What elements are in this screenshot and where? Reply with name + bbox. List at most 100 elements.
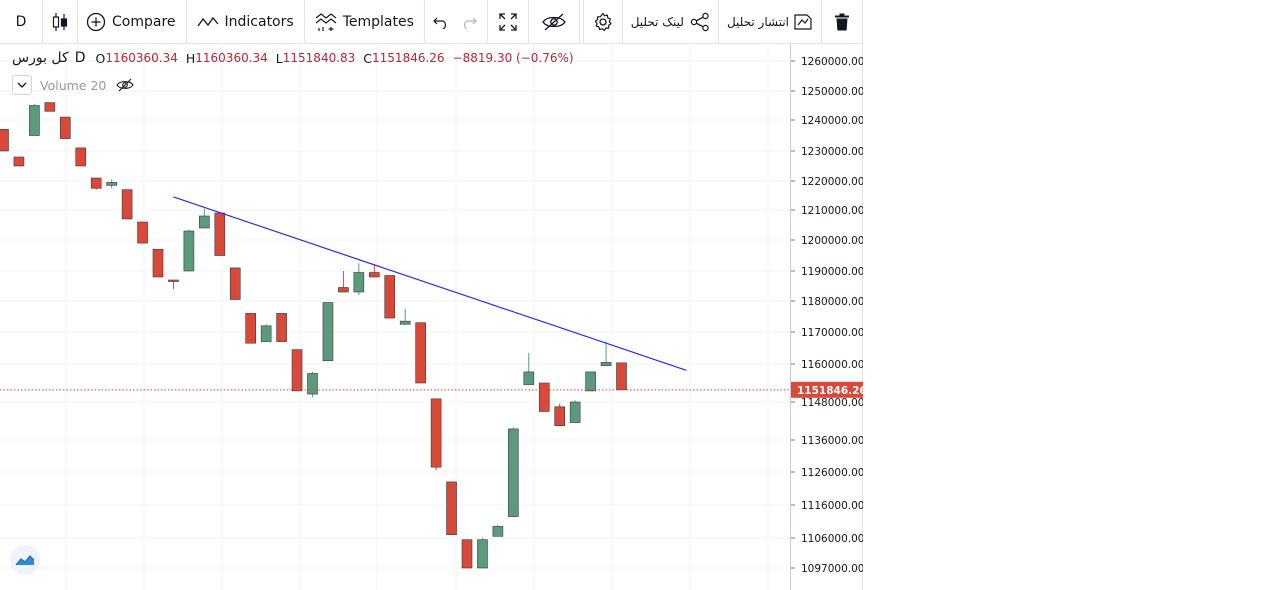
chevron-down-icon [17, 82, 27, 88]
axis-tick-label: 1190000.00 [801, 266, 863, 278]
logo-icon [15, 555, 35, 566]
divider [185, 0, 187, 43]
axis-tick-label: 1160000.00 [801, 359, 863, 371]
interval-button[interactable]: D [0, 0, 42, 43]
divider [303, 0, 305, 43]
candle-body [399, 320, 411, 325]
chart-widget: D Compare Indicators Templates [0, 0, 863, 590]
candle-body [137, 221, 148, 244]
candle-body [585, 371, 596, 392]
candle-body [523, 371, 535, 385]
collapse-legend-button[interactable] [12, 75, 32, 95]
candle-body [29, 105, 40, 136]
redo-button[interactable] [455, 0, 487, 43]
plus-circle-icon [86, 12, 106, 31]
eye-crossed-icon [116, 78, 135, 92]
chart-style-button[interactable] [43, 0, 77, 43]
candle-body [276, 313, 287, 342]
divider [578, 0, 580, 43]
compare-label: Compare [112, 13, 176, 30]
axis-tick-label: 1220000.00 [801, 176, 863, 188]
candle-body [291, 349, 303, 392]
candle-body [538, 382, 550, 412]
candle-body [168, 279, 179, 282]
divider [621, 0, 623, 43]
candle-body [307, 373, 318, 395]
candle-body [600, 362, 612, 366]
high-value: 1160360.34 [195, 51, 268, 65]
publish-button[interactable]: انتشار تحلیل [719, 0, 821, 43]
candle-body [183, 230, 195, 272]
axis-tick-label: 1106000.00 [801, 533, 863, 545]
candle-body [338, 287, 349, 293]
publish-icon [794, 13, 812, 30]
eye-crossed-icon [542, 13, 566, 30]
low-value: 1151840.83 [282, 51, 356, 65]
trash-icon [835, 13, 849, 30]
candle-body [90, 177, 102, 189]
axis-tick-label: 1250000.00 [801, 86, 863, 98]
settings-button[interactable] [584, 0, 622, 43]
candle-body [508, 428, 519, 517]
candle-body [152, 249, 164, 278]
divider [821, 0, 822, 43]
candle-body [13, 156, 25, 167]
gear-icon [594, 12, 612, 31]
candle-body [121, 189, 133, 220]
volume-visibility-button[interactable] [116, 78, 135, 92]
templates-label: Templates [342, 13, 414, 30]
undo-icon [433, 17, 446, 29]
templates-icon [315, 12, 337, 31]
axis-tick-label: 1116000.00 [801, 500, 863, 512]
axis-tick-label: 1180000.00 [801, 296, 863, 308]
axis-tick-label: 1230000.00 [801, 146, 863, 158]
compare-button[interactable]: Compare [78, 0, 186, 43]
price-axis[interactable]: 1260000.00 1250000.00 1240000.00 1230000.00… [790, 44, 863, 590]
candle-body [554, 406, 566, 427]
candle-body [229, 267, 241, 300]
price-chart[interactable] [0, 44, 790, 590]
candle-body [368, 272, 380, 278]
divider [77, 0, 78, 43]
candle-body [461, 539, 473, 569]
volume-legend: Volume 20 [12, 75, 135, 95]
candle-body [59, 116, 71, 139]
candle-body [353, 272, 365, 293]
axis-tick-label: 1148000.00 [801, 397, 863, 409]
axis-tick-label: 1210000.00 [801, 205, 863, 217]
hide-drawings-button[interactable] [529, 0, 579, 43]
divider [527, 0, 529, 43]
templates-button[interactable]: Templates [305, 0, 424, 43]
candle-body [0, 129, 9, 152]
candle-body [75, 147, 87, 167]
change-value: −8819.30 (−0.76%) [452, 51, 574, 65]
axis-tick-label: 1126000.00 [801, 467, 863, 479]
share-link-button[interactable]: لینک تحلیل [623, 0, 718, 43]
divider [42, 0, 43, 43]
candle-body [415, 322, 426, 384]
candle-body [446, 481, 457, 535]
indicators-icon [196, 16, 219, 26]
share-link-label: لینک تحلیل [630, 14, 684, 29]
divider [717, 0, 719, 43]
delete-button[interactable] [822, 0, 862, 43]
fullscreen-button[interactable] [488, 0, 528, 43]
candle-body [106, 182, 117, 186]
undo-button[interactable] [425, 0, 455, 43]
candle-body [430, 398, 442, 468]
indicators-button[interactable]: Indicators [187, 0, 304, 43]
candle-body [199, 215, 210, 229]
publish-label: انتشار تحلیل [726, 14, 789, 29]
low-label: L [275, 50, 283, 66]
interval-label: D [15, 13, 27, 30]
high-label: H [185, 50, 196, 66]
candle-body [384, 275, 396, 319]
tradingview-logo[interactable] [10, 545, 40, 575]
legend-interval: D [74, 50, 86, 66]
redo-icon [463, 17, 477, 29]
divider [423, 0, 425, 43]
fullscreen-icon [499, 12, 517, 31]
top-toolbar: D Compare Indicators Templates [0, 0, 862, 44]
divider [582, 0, 584, 43]
candle-body [492, 526, 504, 537]
